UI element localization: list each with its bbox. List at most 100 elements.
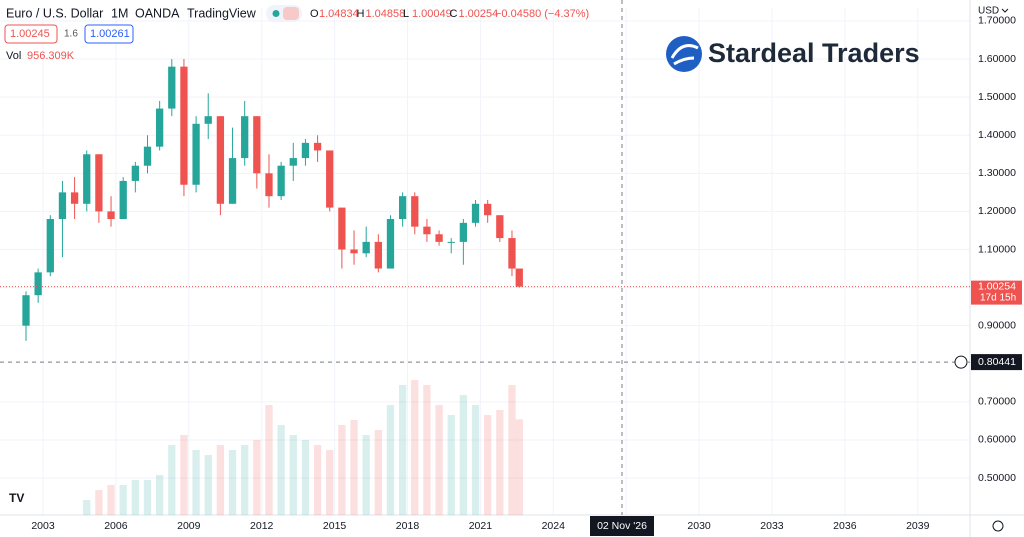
candle-body (83, 154, 91, 204)
x-tick-label: 2024 (542, 520, 566, 532)
x-tick-label: 2036 (833, 520, 857, 532)
ohlc-value: 1.00254 (459, 8, 499, 20)
crosshair-y-box (971, 354, 1022, 371)
currency-dropdown[interactable] (1001, 8, 1009, 13)
candle-body (411, 196, 419, 227)
y-tick-label: 1.20000 (978, 205, 1016, 217)
crosshair-x-box (590, 516, 654, 536)
candle-body (70, 192, 79, 204)
candle-body (289, 158, 297, 166)
buy-button[interactable] (84, 24, 134, 44)
x-tick-label: 2006 (104, 520, 128, 532)
candle-body (143, 146, 152, 166)
candle-body (277, 165, 285, 197)
y-tick-label: 0.90000 (978, 319, 1016, 331)
status-dot (272, 10, 280, 17)
candle-body (496, 215, 504, 239)
candle-body (265, 173, 273, 197)
volume-bar (386, 405, 395, 515)
volume-bar (338, 425, 346, 515)
volume-bar (107, 485, 115, 515)
y-tick-label: 0.60000 (978, 434, 1016, 446)
sell-button[interactable] (4, 24, 58, 44)
currency[interactable]: USD (978, 6, 999, 17)
candle-body (471, 203, 480, 223)
ohlc-value: 1.04858 (366, 8, 406, 20)
volume-bar (143, 480, 152, 515)
candle-body (131, 165, 139, 181)
candle-body (34, 272, 42, 296)
candle-body (386, 219, 395, 269)
candle-body (374, 241, 382, 269)
y-tick-label: 1.10000 (978, 243, 1016, 255)
svg-text:TV: TV (9, 491, 24, 505)
ohlc-value: 1.00049 (412, 8, 452, 20)
volume-label: Vol (6, 50, 21, 62)
candle-body (484, 203, 492, 216)
volume-bar (301, 440, 310, 515)
volume-bar (253, 440, 261, 515)
volume-bar (168, 445, 176, 515)
volume-bar (192, 450, 200, 515)
candle-body (168, 66, 176, 109)
add-alert[interactable] (954, 355, 968, 369)
candle-body (46, 219, 54, 273)
candle-body (216, 116, 225, 204)
ask[interactable]: 1.00261 (90, 28, 130, 40)
volume-bar (447, 415, 455, 515)
candle-body (515, 268, 523, 287)
candle-body (459, 222, 468, 242)
candle-body (119, 180, 127, 220)
volume-bar (119, 485, 127, 515)
volume-bar (496, 410, 504, 515)
ohlc-key: O (310, 8, 319, 20)
candle-body (22, 295, 30, 326)
volume-bar (398, 385, 407, 515)
volume-bar (83, 500, 91, 515)
logo-mark (666, 36, 702, 72)
delayed-badge (283, 7, 299, 20)
candle-body (192, 123, 200, 185)
volume-bar (204, 455, 212, 515)
ohlc-value: 1.04834 (319, 8, 359, 20)
y-tick-label: 1.40000 (978, 129, 1016, 141)
settings[interactable] (992, 520, 1004, 532)
volume-bar (362, 435, 370, 515)
brand: Stardeal Traders (708, 38, 920, 68)
volume-bar (484, 415, 492, 515)
candle-body (508, 238, 516, 269)
logo-swoosh (670, 44, 699, 66)
crosshair-y-label: 0.80441 (978, 356, 1016, 368)
interval[interactable]: 1M (111, 6, 128, 20)
x-tick-label: 2021 (469, 520, 493, 532)
x-tick-label: 2033 (760, 520, 784, 532)
change: −0.04580 (−4.37%) (495, 8, 589, 20)
x-tick-label: 2018 (396, 520, 420, 532)
header: Euro / U.S. Dollar 1M OANDA TradingView … (4, 5, 589, 62)
countdown: 17d 15h (980, 292, 1016, 303)
volume-bar (459, 395, 468, 515)
y-tick-label: 0.70000 (978, 396, 1016, 408)
candle-body (326, 150, 334, 208)
tv-logo: TV (6, 488, 30, 508)
bid[interactable]: 1.00245 (10, 28, 50, 40)
last-price-label: 1.00254 (978, 280, 1016, 292)
volume-bar (180, 435, 188, 515)
candle-body (435, 234, 443, 242)
x-tick-label: 2039 (906, 520, 930, 532)
ohlc-key: L (403, 8, 409, 20)
volume-bar (471, 405, 480, 515)
candle-body (362, 241, 370, 254)
volume-bar (423, 385, 431, 515)
volume-bar (265, 405, 273, 515)
x-tick-label: 2030 (687, 520, 711, 532)
candle-body (338, 207, 346, 250)
symbol[interactable]: Euro / U.S. Dollar (6, 6, 103, 20)
ohlc-key: C (450, 8, 458, 20)
volume-bar (241, 445, 249, 515)
y-tick-label: 1.50000 (978, 91, 1016, 103)
volume-bar (435, 405, 443, 515)
source: TradingView (187, 6, 257, 20)
spread: 1.6 (64, 29, 78, 40)
